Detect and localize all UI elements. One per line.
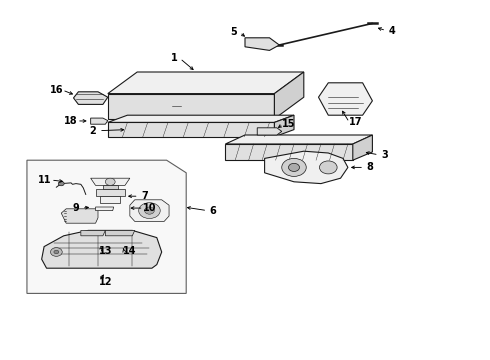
Polygon shape (108, 115, 294, 122)
Text: 9: 9 (73, 203, 79, 213)
Polygon shape (130, 200, 169, 221)
Polygon shape (103, 185, 118, 189)
Polygon shape (105, 230, 135, 236)
Text: 5: 5 (230, 27, 237, 37)
Text: 14: 14 (123, 246, 137, 256)
Polygon shape (91, 178, 130, 185)
Polygon shape (225, 144, 353, 160)
Circle shape (50, 248, 62, 256)
Polygon shape (274, 72, 304, 119)
Text: 12: 12 (98, 276, 112, 287)
Text: 16: 16 (49, 85, 63, 95)
Text: 1: 1 (171, 53, 177, 63)
Circle shape (282, 158, 306, 176)
Circle shape (319, 161, 337, 174)
Text: 10: 10 (143, 203, 156, 213)
Polygon shape (274, 115, 294, 137)
Text: 8: 8 (367, 162, 373, 172)
Polygon shape (96, 189, 125, 196)
Text: 3: 3 (381, 150, 388, 160)
Circle shape (58, 181, 64, 186)
Polygon shape (108, 94, 274, 119)
Polygon shape (265, 151, 348, 184)
Circle shape (105, 178, 115, 185)
Circle shape (145, 207, 154, 214)
Circle shape (54, 250, 59, 254)
Text: 6: 6 (210, 206, 217, 216)
Polygon shape (42, 230, 162, 268)
Text: 2: 2 (90, 126, 97, 136)
Polygon shape (318, 83, 372, 115)
Text: 15: 15 (282, 119, 296, 129)
Polygon shape (108, 122, 274, 137)
Polygon shape (108, 72, 304, 94)
Polygon shape (74, 92, 108, 104)
Polygon shape (257, 128, 282, 135)
Text: 11: 11 (38, 175, 52, 185)
Text: 18: 18 (64, 116, 78, 126)
Text: 13: 13 (98, 246, 112, 256)
Text: 17: 17 (348, 117, 362, 127)
Text: 4: 4 (389, 26, 395, 36)
Circle shape (289, 163, 299, 171)
Polygon shape (81, 230, 105, 236)
Polygon shape (91, 118, 108, 124)
Polygon shape (27, 160, 186, 293)
Polygon shape (225, 135, 372, 144)
Polygon shape (245, 38, 279, 50)
Polygon shape (61, 209, 98, 223)
Polygon shape (100, 196, 120, 203)
Polygon shape (96, 207, 114, 211)
Circle shape (139, 203, 160, 219)
Polygon shape (353, 135, 372, 160)
Text: 7: 7 (141, 191, 148, 201)
